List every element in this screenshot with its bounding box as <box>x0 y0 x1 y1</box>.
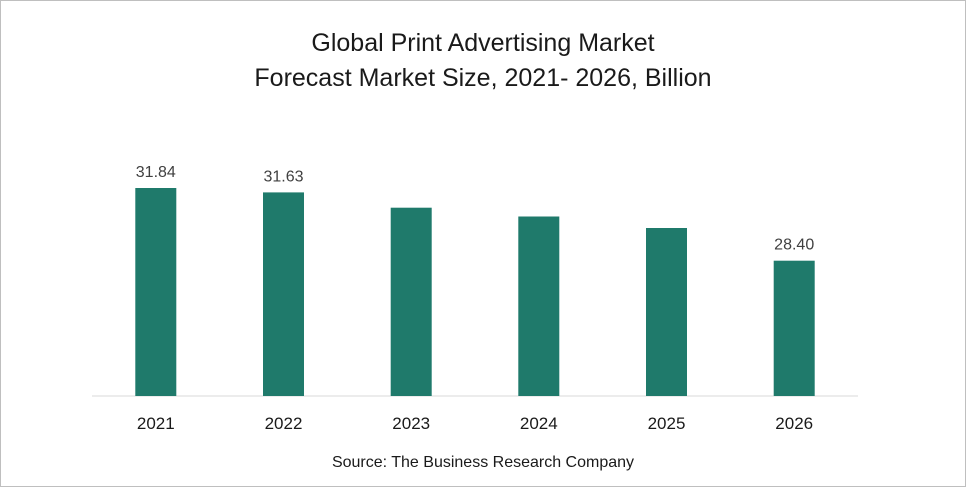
bar-2022 <box>263 192 304 396</box>
data-label-2026: 28.40 <box>774 237 814 254</box>
source-note: Source: The Business Research Company <box>331 454 635 471</box>
x-tick-2023: 2023 <box>392 414 430 433</box>
bar-2021 <box>135 188 177 396</box>
bar-2023 <box>390 207 432 396</box>
bar-2025 <box>646 228 687 396</box>
data-label-2022: 31.63 <box>263 168 303 185</box>
x-tick-2026: 2026 <box>775 414 813 433</box>
x-tick-2025: 2025 <box>648 414 686 433</box>
x-tick-2021: 2021 <box>137 414 175 433</box>
bar-2026 <box>773 260 815 396</box>
data-label-2021: 31.84 <box>136 164 176 181</box>
x-tick-2022: 2022 <box>265 414 303 433</box>
chart-subtitle: Forecast Market Size, 2021- 2026, Billio… <box>254 64 712 92</box>
bar-2024 <box>518 216 560 396</box>
x-tick-2024: 2024 <box>520 414 558 433</box>
chart-title: Global Print Advertising Market <box>311 29 655 57</box>
